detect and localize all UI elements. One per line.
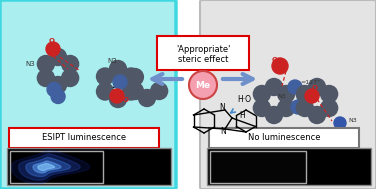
Polygon shape	[18, 154, 80, 180]
Circle shape	[305, 89, 319, 103]
Text: Inter: Inter	[212, 132, 237, 140]
Circle shape	[97, 83, 114, 100]
Circle shape	[151, 83, 168, 99]
Text: H: H	[240, 111, 246, 120]
Circle shape	[296, 99, 313, 116]
Circle shape	[297, 89, 311, 103]
Circle shape	[253, 99, 270, 116]
FancyArrowPatch shape	[152, 74, 182, 84]
Circle shape	[123, 83, 139, 100]
FancyBboxPatch shape	[209, 128, 359, 148]
Text: Intra: Intra	[20, 132, 45, 140]
Circle shape	[288, 80, 302, 94]
Text: O: O	[49, 38, 55, 44]
Text: N3: N3	[348, 119, 357, 123]
Text: $\mathit{\Phi}$ = 0.007: $\mathit{\Phi}$ = 0.007	[307, 161, 359, 173]
Circle shape	[97, 68, 114, 85]
Circle shape	[291, 100, 305, 114]
Circle shape	[110, 89, 124, 103]
FancyBboxPatch shape	[209, 150, 305, 183]
Circle shape	[113, 75, 127, 89]
Circle shape	[189, 71, 217, 99]
Text: N3: N3	[107, 58, 117, 64]
FancyArrowPatch shape	[230, 109, 235, 113]
FancyBboxPatch shape	[9, 128, 159, 148]
Circle shape	[272, 58, 288, 74]
Circle shape	[126, 83, 143, 99]
Text: $\mathit{\Phi}$ = 0.74: $\mathit{\Phi}$ = 0.74	[108, 161, 153, 173]
Text: H·O: H·O	[237, 95, 251, 105]
FancyBboxPatch shape	[7, 148, 171, 185]
FancyBboxPatch shape	[157, 36, 249, 70]
Text: ESIPT luminescence: ESIPT luminescence	[42, 133, 126, 143]
Circle shape	[62, 56, 79, 73]
Circle shape	[321, 85, 338, 102]
Circle shape	[109, 91, 126, 108]
Circle shape	[265, 78, 282, 95]
Circle shape	[46, 42, 60, 56]
Circle shape	[47, 83, 61, 97]
Text: Me: Me	[196, 81, 211, 90]
Circle shape	[321, 99, 338, 116]
Polygon shape	[33, 161, 61, 173]
FancyBboxPatch shape	[200, 0, 376, 189]
Polygon shape	[26, 157, 71, 177]
Circle shape	[50, 49, 67, 66]
FancyBboxPatch shape	[9, 150, 103, 183]
Circle shape	[308, 78, 326, 95]
Polygon shape	[11, 150, 90, 184]
Circle shape	[265, 106, 282, 123]
Circle shape	[277, 85, 295, 102]
Text: 'Appropriate': 'Appropriate'	[176, 44, 230, 53]
Circle shape	[253, 85, 270, 102]
Text: molecular H-bond: molecular H-bond	[45, 132, 126, 140]
Text: N3: N3	[25, 61, 35, 67]
Circle shape	[138, 90, 156, 106]
Text: =127°: =127°	[300, 81, 320, 85]
Text: molecular H-bond: molecular H-bond	[240, 132, 321, 140]
Text: N3: N3	[277, 94, 287, 98]
Circle shape	[51, 90, 65, 104]
Circle shape	[126, 68, 143, 85]
Circle shape	[308, 106, 326, 123]
Polygon shape	[38, 163, 55, 171]
Text: steric effect: steric effect	[178, 54, 228, 64]
Text: N: N	[219, 104, 225, 112]
FancyArrowPatch shape	[223, 74, 253, 84]
Text: O: O	[272, 57, 278, 63]
Circle shape	[109, 60, 126, 77]
Circle shape	[37, 56, 55, 73]
FancyBboxPatch shape	[0, 0, 176, 189]
Circle shape	[277, 99, 295, 116]
Circle shape	[37, 70, 55, 87]
Text: O: O	[123, 97, 129, 103]
Circle shape	[62, 70, 79, 87]
Circle shape	[123, 68, 139, 85]
FancyBboxPatch shape	[207, 148, 371, 185]
Circle shape	[334, 117, 346, 129]
Circle shape	[50, 77, 67, 94]
Text: O: O	[312, 85, 318, 91]
Text: No luminescence: No luminescence	[248, 133, 320, 143]
Text: N: N	[220, 128, 226, 136]
Circle shape	[296, 85, 313, 102]
